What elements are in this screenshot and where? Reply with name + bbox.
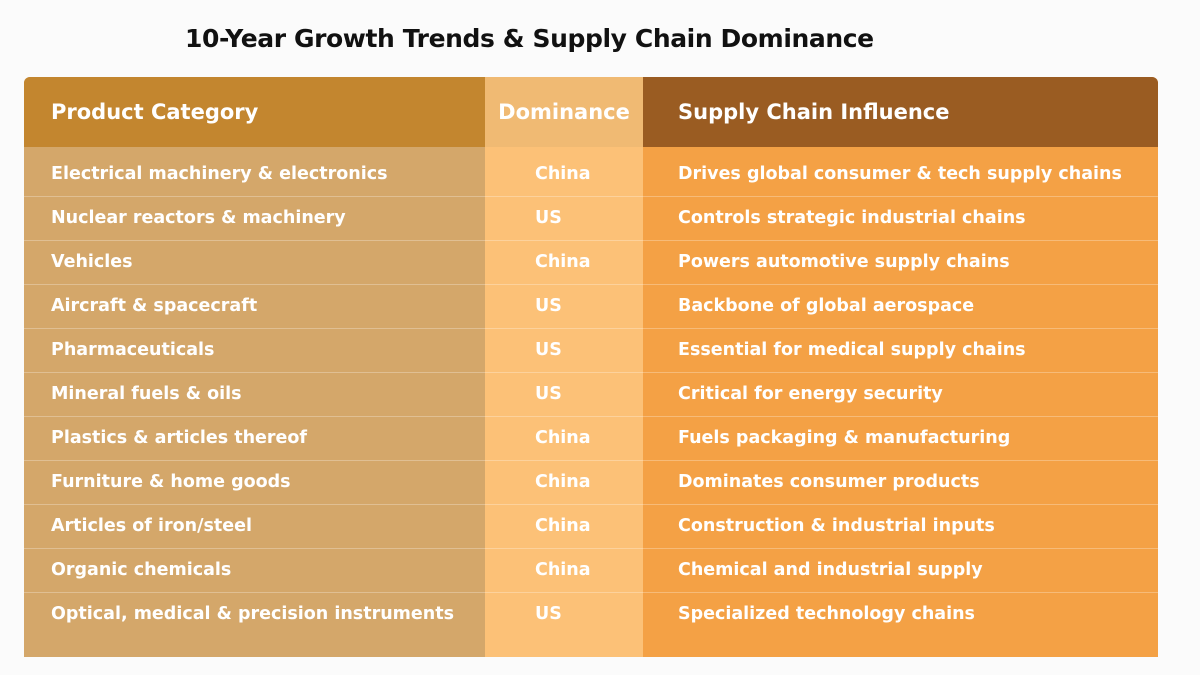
supply-chain-influence-cell: Controls strategic industrial chains	[678, 208, 1026, 228]
dominance-cell: US	[535, 208, 562, 228]
table-row: Nuclear reactors & machinery US Controls s…	[24, 197, 1158, 241]
table-row: Vehicles China Powers automotive supply ch…	[24, 241, 1158, 285]
table-row: Articles of iron/steel China Construction …	[24, 505, 1158, 549]
table-row: Plastics & articles thereof China Fuels pa…	[24, 417, 1158, 461]
supply-chain-influence-cell: Backbone of global aerospace	[678, 296, 975, 316]
table-row: Pharmaceuticals US Essential for medical s…	[24, 329, 1158, 373]
supply-chain-influence-cell: Specialized technology chains	[678, 604, 975, 624]
product-category-cell: Articles of iron/steel	[51, 516, 253, 536]
dominance-cell: US	[535, 384, 562, 404]
product-category-cell: Mineral fuels & oils	[51, 384, 242, 404]
dominance-cell: China	[535, 252, 591, 272]
supply-chain-influence-cell: Drives global consumer & tech supply cha…	[678, 164, 1122, 184]
product-category-cell: Organic chemicals	[51, 560, 232, 580]
dominance-column	[485, 77, 643, 657]
dominance-cell: US	[535, 340, 562, 360]
product-category-cell: Aircraft & spacecraft	[51, 296, 258, 316]
category-column	[24, 77, 485, 657]
product-category-cell: Electrical machinery & electronics	[51, 164, 388, 184]
supply-chain-influence-cell: Powers automotive supply chains	[678, 252, 1010, 272]
product-category-cell: Plastics & articles thereof	[51, 428, 308, 448]
table-row: Optical, medical & precision instruments…	[24, 593, 1158, 637]
table-row: Electrical machinery & electronics China D…	[24, 153, 1158, 197]
supply-chain-influence-cell: Dominates consumer products	[678, 472, 980, 492]
supply-chain-influence-cell: Critical for energy security	[678, 384, 943, 404]
product-category-cell: Nuclear reactors & machinery	[51, 208, 346, 228]
table-row: Mineral fuels & oils US Critical for energ…	[24, 373, 1158, 417]
supply-chain-influence-cell: Chemical and industrial supply	[678, 560, 983, 580]
influence-column	[643, 77, 1158, 657]
product-category-cell: Pharmaceuticals	[51, 340, 215, 360]
header-supply-chain-influence: Supply Chain Influence	[643, 77, 1158, 147]
supply-chain-influence-cell: Fuels packaging & manufacturing	[678, 428, 1011, 448]
header-product-category: Product Category	[24, 77, 485, 147]
dominance-cell: US	[535, 296, 562, 316]
table-row: Organic chemicals China Chemical and indus…	[24, 549, 1158, 593]
dominance-cell: China	[535, 472, 591, 492]
table-row: Aircraft & spacecraft US Backbone of globa…	[24, 285, 1158, 329]
dominance-cell: China	[535, 560, 591, 580]
dominance-cell: China	[535, 516, 591, 536]
table-row: Furniture & home goods China Dominates con…	[24, 461, 1158, 505]
product-category-cell: Optical, medical & precision instruments	[51, 604, 455, 624]
dominance-table: Product Category Dominance Supply Chain …	[24, 77, 1158, 657]
dominance-cell: China	[535, 164, 591, 184]
product-category-cell: Furniture & home goods	[51, 472, 291, 492]
table-body: Electrical machinery & electronics China D…	[24, 153, 1158, 637]
product-category-cell: Vehicles	[51, 252, 133, 272]
header-dominance: Dominance	[485, 77, 643, 147]
dominance-cell: US	[535, 604, 562, 624]
supply-chain-influence-cell: Essential for medical supply chains	[678, 340, 1026, 360]
dominance-cell: China	[535, 428, 591, 448]
supply-chain-influence-cell: Construction & industrial inputs	[678, 516, 995, 536]
page-title: 10-Year Growth Trends & Supply Chain Dom…	[185, 24, 874, 53]
